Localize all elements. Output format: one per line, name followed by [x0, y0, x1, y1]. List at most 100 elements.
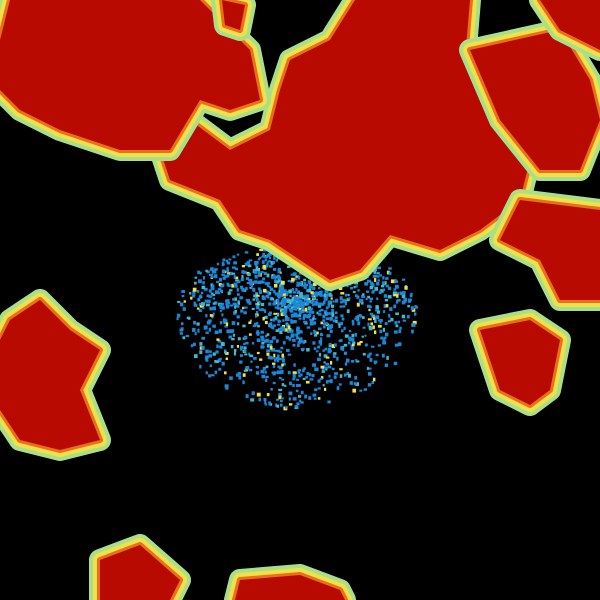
clutter-pixel: [319, 377, 323, 380]
clutter-pixel: [268, 285, 272, 289]
clutter-pixel: [277, 323, 281, 326]
clutter-pixel: [213, 274, 218, 279]
clutter-pixel: [282, 363, 286, 366]
clutter-pixel: [215, 350, 219, 354]
clutter-pixel: [334, 372, 338, 375]
clutter-pixel: [293, 304, 297, 307]
clutter-pixel: [326, 334, 331, 338]
clutter-pixel: [364, 334, 367, 337]
clutter-pixel: [201, 346, 205, 350]
clutter-pixel: [226, 269, 230, 273]
clutter-pixel: [286, 325, 290, 328]
clutter-pixel: [352, 291, 356, 294]
clutter-pixel: [272, 371, 276, 376]
echo-layer: [0, 0, 260, 150]
clutter-pixel: [290, 329, 294, 333]
clutter-pixel: [314, 388, 318, 392]
clutter-pixel: [344, 302, 348, 306]
clutter-pixel: [315, 350, 319, 353]
clutter-pixel: [182, 336, 186, 340]
clutter-pixel: [366, 279, 371, 283]
clutter-pixel: [289, 299, 293, 303]
clutter-pixel: [264, 403, 267, 406]
clutter-pixel: [342, 298, 346, 303]
clutter-pixel: [199, 346, 204, 350]
clutter-pixel: [331, 367, 335, 371]
clutter-pixel: [277, 278, 281, 283]
clutter-pixel: [394, 279, 397, 282]
clutter-pixel: [229, 376, 233, 380]
clutter-pixel: [239, 347, 243, 351]
clutter-pixel: [402, 319, 406, 322]
clutter-pixel: [278, 376, 282, 380]
clutter-pixel: [381, 281, 386, 285]
clutter-pixel: [312, 303, 315, 307]
clutter-pixel: [209, 350, 212, 353]
clutter-pixel: [302, 295, 306, 299]
clutter-pixel: [401, 300, 406, 305]
clutter-pixel: [376, 310, 380, 314]
clutter-pixel: [288, 289, 292, 294]
clutter-pixel: [253, 270, 258, 274]
clutter-pixel: [281, 280, 285, 285]
clutter-pixel: [351, 343, 355, 347]
clutter-pixel: [277, 299, 280, 302]
clutter-pixel: [305, 294, 310, 299]
clutter-pixel: [244, 251, 249, 254]
clutter-pixel: [342, 305, 346, 308]
clutter-pixel: [253, 356, 257, 360]
clutter-pixel: [206, 303, 210, 307]
clutter-pixel: [286, 323, 290, 326]
clutter-pixel: [373, 360, 378, 363]
clutter-pixel: [260, 271, 264, 274]
clutter-pixel: [277, 302, 280, 306]
clutter-pixel: [202, 281, 205, 285]
clutter-pixel: [325, 380, 329, 384]
clutter-pixel: [303, 278, 307, 282]
clutter-pixel: [376, 297, 379, 301]
clutter-pixel: [321, 302, 325, 306]
clutter-pixel: [321, 370, 325, 373]
clutter-pixel: [181, 294, 185, 298]
clutter-pixel: [217, 339, 222, 343]
echo-cell: [211, 0, 256, 41]
clutter-pixel: [410, 306, 414, 311]
clutter-pixel: [256, 366, 260, 369]
clutter-pixel: [214, 268, 218, 271]
clutter-pixel: [243, 335, 248, 340]
clutter-pixel: [369, 312, 374, 316]
clutter-pixel: [340, 314, 344, 318]
clutter-pixel: [293, 301, 296, 304]
clutter-pixel: [372, 377, 376, 382]
clutter-pixel: [385, 304, 389, 308]
clutter-pixel: [371, 283, 374, 288]
clutter-pixel: [310, 291, 314, 295]
clutter-pixel: [273, 255, 276, 260]
clutter-pixel: [215, 290, 219, 295]
clutter-pixel: [269, 291, 272, 295]
clutter-pixel: [383, 294, 388, 298]
clutter-pixel: [268, 302, 272, 306]
clutter-pixel: [307, 313, 312, 318]
clutter-pixel: [394, 343, 399, 347]
clutter-pixel: [387, 295, 392, 299]
clutter-pixel: [227, 291, 231, 295]
clutter-pixel: [192, 295, 195, 298]
clutter-pixel: [312, 282, 317, 287]
clutter-pixel: [368, 308, 371, 312]
clutter-pixel: [320, 365, 325, 369]
clutter-pixel: [284, 328, 288, 332]
clutter-pixel: [216, 262, 220, 266]
clutter-pixel: [270, 345, 273, 350]
clutter-pixel: [210, 283, 213, 287]
clutter-pixel: [274, 349, 278, 352]
clutter-pixel: [288, 403, 293, 406]
clutter-pixel: [264, 370, 267, 374]
clutter-pixel: [236, 373, 240, 377]
clutter-pixel: [329, 324, 334, 329]
clutter-pixel: [280, 312, 285, 317]
clutter-pixel: [311, 300, 315, 303]
clutter-pixel: [367, 304, 371, 308]
clutter-pixel: [253, 280, 258, 284]
clutter-pixel: [255, 260, 259, 265]
